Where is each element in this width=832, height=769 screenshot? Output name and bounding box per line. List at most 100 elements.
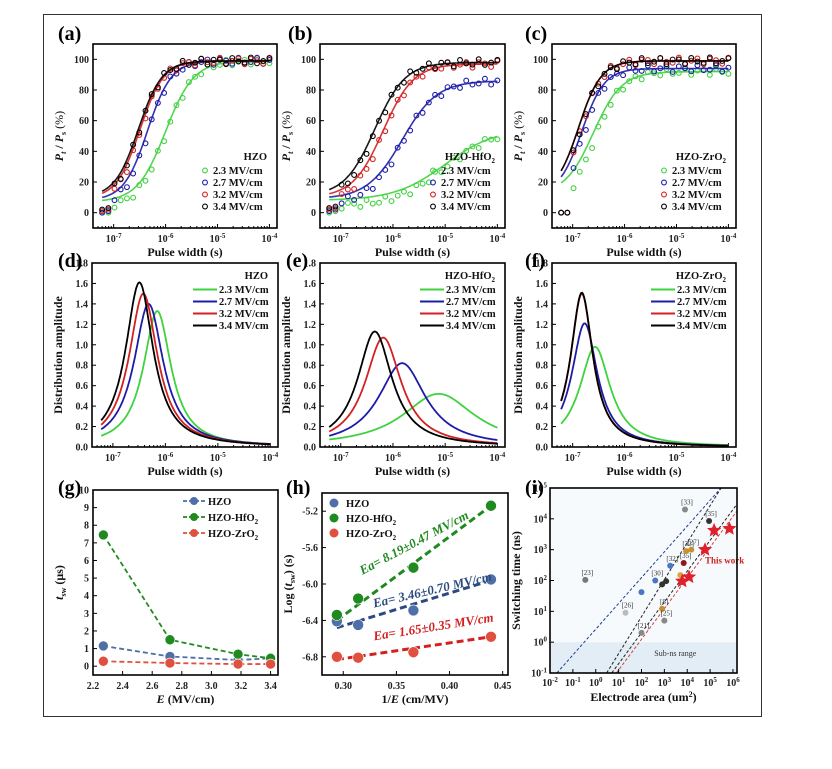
y-tick-label: -6.4 xyxy=(302,616,318,627)
fit-line xyxy=(560,67,729,178)
legend-label: HZO xyxy=(208,497,231,508)
data-point xyxy=(105,205,112,212)
y-tick-label: 80 xyxy=(538,86,548,97)
data-point xyxy=(725,64,732,71)
data-point xyxy=(216,56,223,63)
reference-label: [35] xyxy=(680,552,692,560)
data-point xyxy=(620,86,627,93)
y-tick-label: 104 xyxy=(534,512,548,525)
trend-line xyxy=(606,488,722,673)
legend-label: 3.2 MV/cm xyxy=(213,190,263,201)
x-tick-label: 10-5 xyxy=(437,232,453,245)
plot-area xyxy=(551,43,737,229)
reference-point xyxy=(706,518,713,525)
panel-label-c: (c) xyxy=(525,23,547,45)
trend-line xyxy=(615,510,737,673)
data-point xyxy=(204,61,211,68)
legend-marker xyxy=(202,191,208,198)
legend-label: 3.2 MV/cm xyxy=(677,309,727,320)
activation-field-annotation: Ea= 3.46±0.70 MV/cm xyxy=(370,569,493,611)
y-tick-label: 20 xyxy=(306,178,316,189)
panel-g: 2.2 2.4 2.6 2.8 3.0 3.2 3.4 0 1 2 3 4 5 6 7 8 9 10 E (MV/c… xyxy=(52,486,279,706)
legend-label: 3.4 MV/cm xyxy=(677,321,727,332)
y-tick-label: 100 xyxy=(74,55,89,66)
x-tick-label: 10-7 xyxy=(333,232,349,245)
data-point xyxy=(632,67,639,74)
data-point xyxy=(613,66,620,73)
y-tick-label: 1 xyxy=(84,644,89,655)
legend-marker xyxy=(661,203,667,210)
y-tick-label: 0 xyxy=(543,208,548,219)
data-point xyxy=(663,61,670,68)
data-point xyxy=(331,609,343,621)
plot-content: [23][26][30][32][8][25][21][35][32][27][… xyxy=(556,488,737,673)
x-tick-label: 10-7 xyxy=(565,232,581,245)
reference-label: [33] xyxy=(681,499,693,507)
y-tick-label: 20 xyxy=(79,178,89,189)
x-tick-label: 10-5 xyxy=(210,451,226,464)
x-axis-title: Pulse width (s) xyxy=(606,245,681,259)
data-point xyxy=(98,529,109,541)
y-tick-label: 0.0 xyxy=(76,443,89,454)
data-point xyxy=(601,85,608,92)
data-point xyxy=(450,63,457,70)
data-point xyxy=(576,168,583,175)
this-work-star xyxy=(722,521,737,535)
legend-title: HZO-ZrO2 xyxy=(676,152,727,165)
reference-point xyxy=(638,589,645,596)
data-point xyxy=(111,204,118,211)
x-tick-label: 10-4 xyxy=(261,232,277,245)
y-tick-label: 60 xyxy=(79,116,89,127)
y-tick-label: 0.2 xyxy=(536,422,549,433)
legend-marker xyxy=(190,529,198,537)
data-point xyxy=(164,634,176,646)
series-line-HZO-ZrO2 xyxy=(103,660,271,665)
y-tick-label: 0.2 xyxy=(76,422,89,433)
data-point xyxy=(123,169,130,176)
y-tick-label: 1.2 xyxy=(304,320,317,331)
reference-point xyxy=(682,506,689,513)
data-point xyxy=(450,154,457,161)
legend-label: 2.3 MV/cm xyxy=(446,285,496,296)
data-point xyxy=(669,56,676,63)
x-tick-label: 2.6 xyxy=(146,681,159,692)
legend-label: 2.7 MV/cm xyxy=(213,178,263,189)
x-tick-label: 10-7 xyxy=(105,451,121,464)
y-tick-label: 0.0 xyxy=(304,443,317,454)
y-tick-label: 103 xyxy=(534,543,548,556)
x-tick-label: 10-1 xyxy=(565,676,581,689)
data-point xyxy=(198,55,205,62)
y-tick-label: -5.2 xyxy=(302,507,318,518)
data-point xyxy=(570,185,577,192)
data-point xyxy=(675,69,682,76)
data-point xyxy=(357,191,364,198)
reference-label: [27] xyxy=(687,539,699,547)
data-point xyxy=(179,57,186,64)
y-tick-label: 1.0 xyxy=(304,340,317,351)
legend-label: 3.4 MV/cm xyxy=(219,321,269,332)
y-tick-label: 1.4 xyxy=(304,299,317,310)
data-point xyxy=(638,55,645,62)
x-tick-label: 2.2 xyxy=(87,681,100,692)
data-point xyxy=(376,199,382,206)
series-27MVcm xyxy=(558,62,732,216)
this-work-label: This work xyxy=(705,556,744,566)
y-axis-title: Distribution amplitude xyxy=(511,295,525,413)
data-point xyxy=(388,198,395,205)
reference-label: [21] xyxy=(638,622,650,630)
data-point xyxy=(725,55,732,62)
legend-label: 3.2 MV/cm xyxy=(672,190,722,201)
data-point xyxy=(564,209,571,216)
legend-marker xyxy=(661,191,667,198)
data-point xyxy=(475,56,482,63)
data-point xyxy=(626,64,633,71)
data-point xyxy=(407,79,414,86)
fit-line xyxy=(329,80,498,198)
distribution-line-34MVcm xyxy=(328,330,498,445)
data-point xyxy=(148,91,155,98)
legend-title: HZO-ZrO2 xyxy=(676,271,727,284)
data-point xyxy=(595,83,602,90)
legend-label: 2.7 MV/cm xyxy=(677,297,727,308)
data-point xyxy=(394,192,401,199)
data-point xyxy=(216,54,223,61)
